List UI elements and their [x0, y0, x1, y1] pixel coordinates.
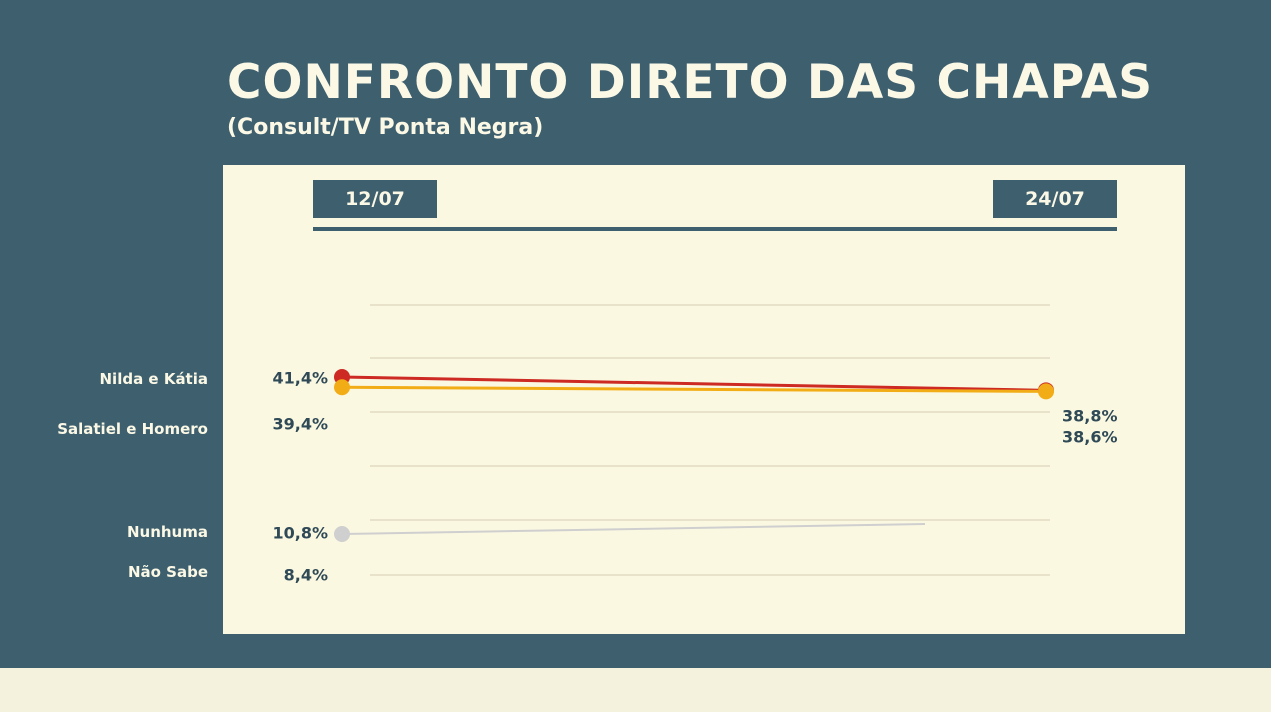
- series-name-nilda-katia: Nilda e Kátia: [99, 370, 209, 388]
- value-label-nilda-start: 41,4%: [272, 368, 328, 388]
- bottom-strip: [0, 668, 1271, 712]
- series-name-nunhuma: Nunhuma: [126, 523, 208, 541]
- value-label-nilda-end: 38,8%: [1062, 406, 1118, 426]
- date-label-start: 12/07: [313, 180, 437, 218]
- series-line-nilda-katia: [341, 375, 1047, 392]
- plot-panel: [223, 165, 1185, 634]
- date-rule: [313, 227, 1117, 231]
- series-name-salatiel-homero: Salatiel e Homero: [57, 420, 208, 438]
- point-salatiel-homero-end: [1038, 383, 1054, 400]
- value-label-nunhuma-start: 10,8%: [272, 523, 328, 543]
- series-line-nunhuma: [341, 523, 926, 535]
- point-salatiel-homero-start: [334, 379, 350, 396]
- value-label-salatiel-end: 38,6%: [1062, 427, 1118, 447]
- chart-title: CONFRONTO DIRETO DAS CHAPAS: [227, 55, 1154, 110]
- value-label-salatiel-start: 39,4%: [272, 414, 328, 434]
- plot-area: [334, 304, 1054, 576]
- point-nunhuma-start: [334, 526, 350, 542]
- series-line-salatiel-homero: [341, 385, 1047, 393]
- date-label-end: 24/07: [993, 180, 1117, 218]
- series-name-nao-sabe: Não Sabe: [127, 563, 208, 581]
- chart-subtitle: (Consult/TV Ponta Negra): [227, 115, 544, 140]
- value-label-nao-sabe-start: 8,4%: [283, 565, 328, 585]
